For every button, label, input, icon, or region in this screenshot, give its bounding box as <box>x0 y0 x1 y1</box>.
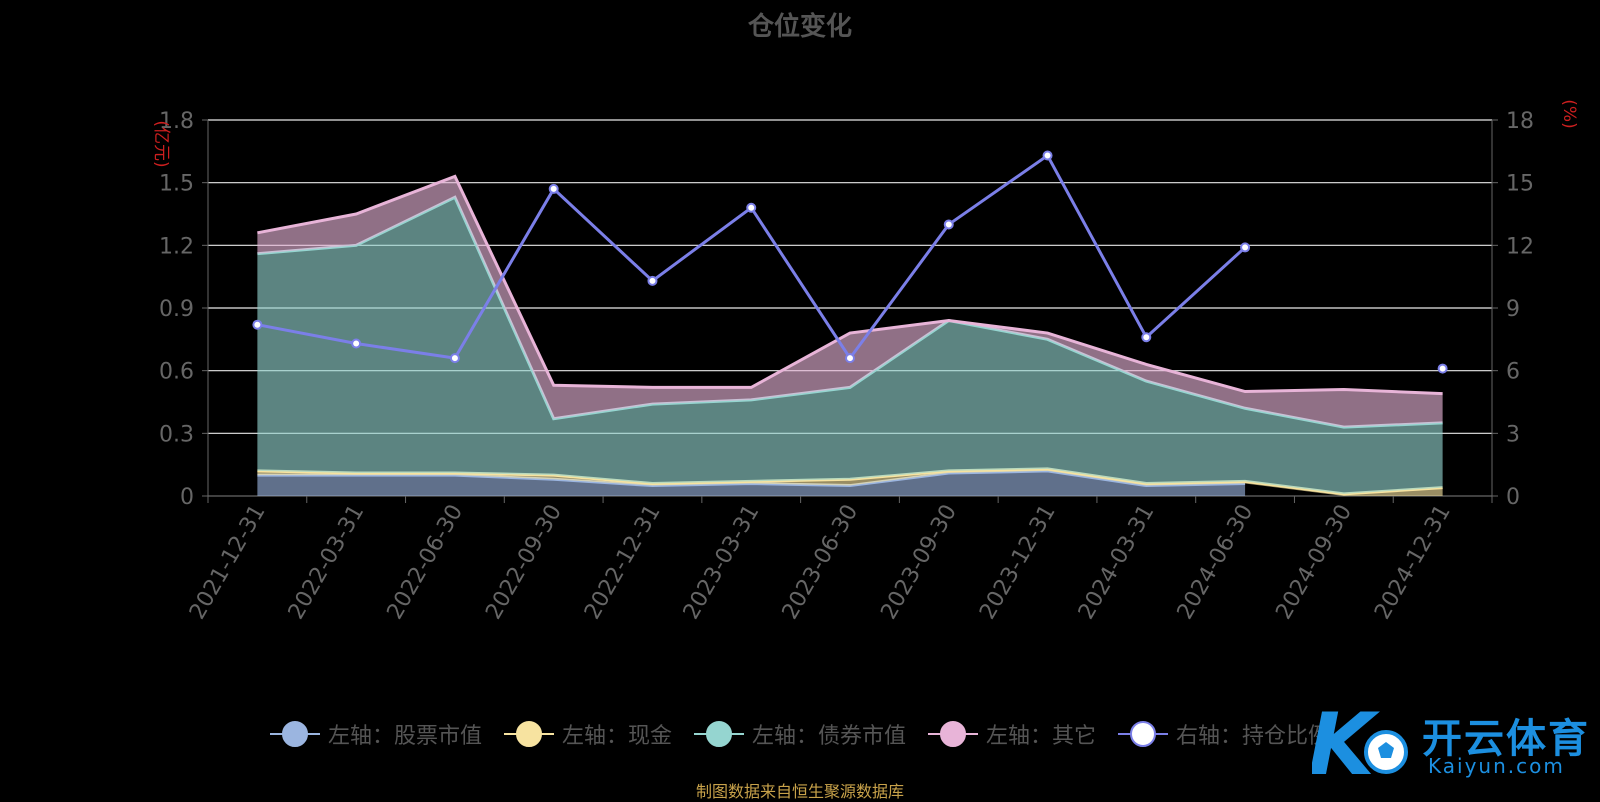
watermark-subtext: Kaiyun.com <box>1428 754 1565 778</box>
source-note: 制图数据来自恒生聚源数据库 <box>695 782 904 801</box>
position-ratio-point <box>943 219 954 230</box>
x-axis-tick-label: 2023-12-31 <box>975 501 1061 624</box>
x-axis-tick-label: 2023-03-31 <box>679 501 765 624</box>
chart-title: 仓位变化 <box>747 12 852 42</box>
position-ratio-point <box>746 202 757 213</box>
y-axis-tick-label: 1.8 <box>159 109 194 134</box>
soccer-ball-icon: K <box>1308 695 1408 795</box>
legend-label: 左轴：债券市值 <box>751 724 906 749</box>
y-axis-tick-label: 0 <box>180 485 194 510</box>
area-line-3 <box>257 174 1443 396</box>
chart-legend: 左轴：股票市值 左轴：现金 左轴：债券市值 左轴：其它 右轴：持仓比例 <box>0 718 1600 750</box>
position-ratio-point <box>1240 242 1251 253</box>
x-axis-tick-label: 2024-06-30 <box>1173 501 1259 624</box>
y2-axis-tick-label: 0 <box>1506 485 1520 510</box>
y-axis-tick-label: 0.6 <box>159 360 194 385</box>
y-axis-tick-label: 0.9 <box>159 297 194 322</box>
legend-label: 左轴：现金 <box>561 724 672 749</box>
position-ratio-point <box>1141 332 1152 343</box>
x-axis-tick-label: 2024-12-31 <box>1370 501 1456 624</box>
x-axis-tick-label: 2022-03-31 <box>284 501 370 624</box>
position-ratio-point <box>1437 363 1448 374</box>
y-axis-tick-label: 0.3 <box>159 422 194 447</box>
x-axis-tick-label: 2022-06-30 <box>383 501 469 624</box>
legend-marker-icon <box>503 721 554 747</box>
y2-axis-label: (%) <box>1559 99 1579 128</box>
legend-marker-icon <box>1118 721 1169 747</box>
x-axis-tick-label: 2024-03-31 <box>1074 501 1160 624</box>
position-ratio-point <box>252 319 263 330</box>
legend-label: 左轴：股票市值 <box>327 724 482 749</box>
watermark-text: 开云体育 <box>1422 716 1590 762</box>
position-ratio-point <box>647 275 658 286</box>
legend-marker-icon <box>693 721 744 747</box>
y2-axis-tick-label: 15 <box>1506 172 1534 197</box>
x-axis-tick-label: 2023-09-30 <box>876 501 962 624</box>
legend-item-other[interactable]: 左轴：其它 <box>928 718 1096 750</box>
position-ratio-point <box>351 338 362 349</box>
legend-item-bond[interactable]: 左轴：债券市值 <box>693 718 906 750</box>
y2-axis-tick-label: 12 <box>1506 234 1534 259</box>
watermark-logo: K 开云体育 Kaiyun.com <box>1308 695 1592 795</box>
legend-item-stock[interactable]: 左轴：股票市值 <box>269 718 482 750</box>
position-ratio-point <box>548 183 559 194</box>
y-axis-tick-label: 1.5 <box>159 172 194 197</box>
y2-axis-tick-label: 3 <box>1506 422 1520 447</box>
legend-item-position-ratio[interactable]: 右轴：持仓比例 <box>1118 718 1330 750</box>
y2-axis-tick-label: 9 <box>1506 297 1520 322</box>
x-axis-tick-label: 2021-12-31 <box>185 501 271 624</box>
y-axis-tick-label: 1.2 <box>159 234 194 259</box>
x-axis-tick-label: 2022-12-31 <box>580 501 666 624</box>
legend-marker-icon <box>928 721 978 747</box>
x-axis-tick-label: 2022-09-30 <box>481 501 567 624</box>
position-ratio-point <box>1042 150 1053 161</box>
y2-axis-tick-label: 6 <box>1506 360 1520 385</box>
y-axis-label: (亿元) <box>151 120 171 167</box>
legend-label: 左轴：其它 <box>986 724 1097 749</box>
position-ratio-point <box>449 353 460 364</box>
x-axis-tick-label: 2024-09-30 <box>1271 501 1357 624</box>
legend-item-cash[interactable]: 左轴：现金 <box>503 718 672 750</box>
x-axis-tick-label: 2023-06-30 <box>778 501 864 624</box>
y2-axis-tick-label: 18 <box>1506 109 1534 134</box>
position-ratio-point <box>845 353 855 364</box>
legend-marker-icon <box>269 721 320 747</box>
legend-label: 右轴：持仓比例 <box>1176 724 1331 749</box>
area-0 <box>257 470 1246 496</box>
